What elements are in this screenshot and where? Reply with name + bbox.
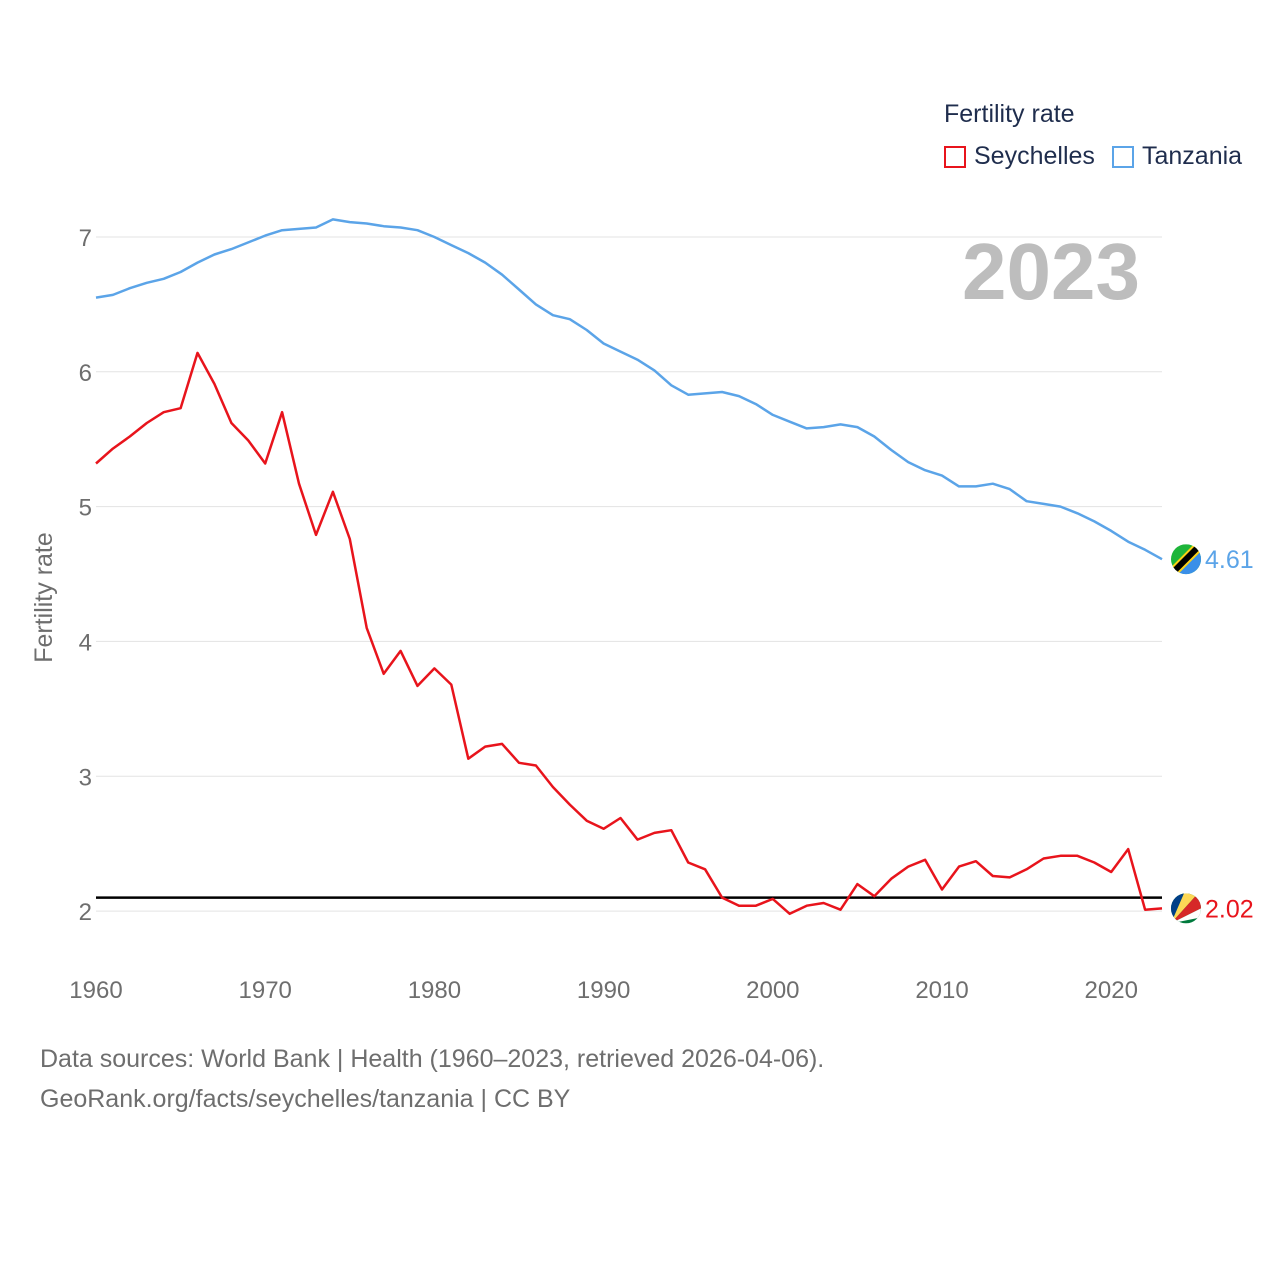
y-tick-label-6: 6 [79,360,92,387]
data-source-line: Data sources: World Bank | Health (1960–… [40,1045,825,1073]
legend-item-tanzania[interactable]: Tanzania [1112,142,1242,171]
x-tick-label-2010: 2010 [915,977,968,1004]
series-line-seychelles [95,351,1163,916]
x-tick-label-1960: 1960 [69,977,122,1004]
attribution-line: GeoRank.org/facts/seychelles/tanzania | … [40,1085,571,1113]
x-tick-label-1990: 1990 [577,977,630,1004]
y-tick-label-3: 3 [79,764,92,791]
legend-label-seychelles: Seychelles [974,142,1095,170]
x-tick-label-2000: 2000 [746,977,799,1004]
series-line-tanzania [95,218,1163,561]
legend-title: Fertility rate [944,100,1075,128]
y-tick-label-5: 5 [79,495,92,522]
legend-label-tanzania: Tanzania [1142,142,1243,170]
seychelles-flag-icon [1171,893,1201,924]
current-year-label: 2023 [962,227,1140,316]
y-tick-label-7: 7 [79,225,92,252]
legend-swatch-tanzania [1112,145,1134,168]
x-tick-label-1970: 1970 [239,977,292,1004]
end-value-label-seychelles: 2.02 [1205,895,1254,923]
y-tick-label-2: 2 [79,899,92,926]
x-tick-label-1980: 1980 [408,977,461,1004]
end-value-label-tanzania: 4.61 [1205,546,1254,574]
x-tick-label-2020: 2020 [1085,977,1138,1004]
legend-swatch-seychelles [944,145,966,168]
tanzania-flag-icon [1171,544,1201,575]
y-tick-label-4: 4 [79,629,92,656]
legend-item-seychelles[interactable]: Seychelles [944,142,1095,171]
y-axis-label: Fertility rate [30,532,58,663]
